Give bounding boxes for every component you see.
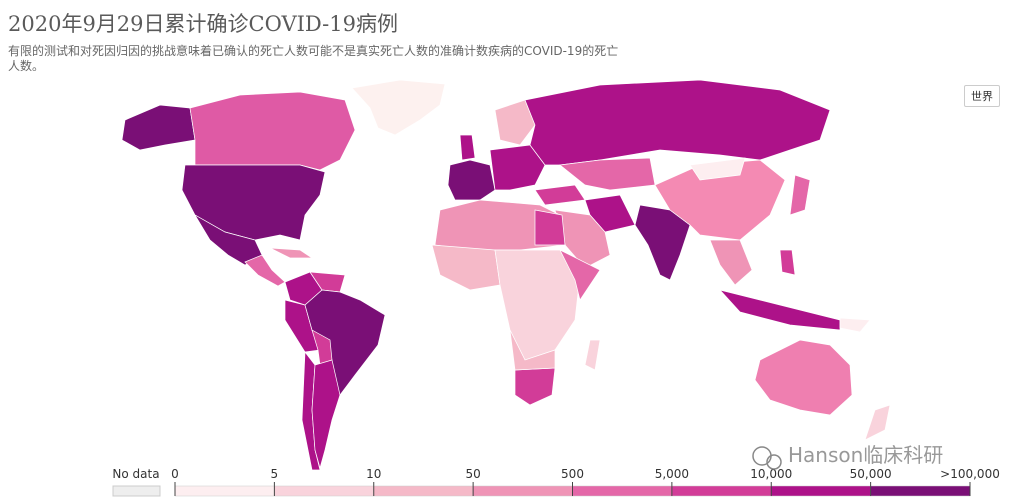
- no-data-swatch: [112, 485, 161, 497]
- philippines: [779, 249, 796, 276]
- legend-label: 50,000: [850, 467, 892, 481]
- canada: [189, 91, 356, 171]
- watermark-text: Hanson临床科研: [788, 443, 943, 467]
- subtitle: 有限的测试和对死因归因的挑战意味着已确认的死亡人数可能不是真实死亡人数的准确计数…: [8, 44, 619, 73]
- legend-swatch: [472, 485, 573, 497]
- usa: [181, 164, 326, 241]
- legend-label: 5: [271, 467, 279, 481]
- australia: [754, 339, 853, 416]
- greenland: [351, 79, 446, 136]
- madagascar: [584, 339, 601, 371]
- no-data-label: No data: [112, 467, 159, 481]
- wechat-icon: [752, 446, 772, 466]
- south-africa: [514, 367, 556, 406]
- watermark: Hanson临床科研: [752, 443, 943, 470]
- ethiopia: [559, 249, 601, 301]
- uk: [459, 134, 476, 161]
- japan: [789, 174, 811, 216]
- legend-label: 10,000: [750, 467, 792, 481]
- legend-label: 5,000: [655, 467, 689, 481]
- argentina: [311, 359, 341, 470]
- iran: [584, 194, 636, 233]
- wechat-icon: [766, 454, 782, 470]
- mongolia: [689, 157, 746, 181]
- legend-swatch: [572, 485, 673, 497]
- countries: [121, 79, 891, 471]
- scandinavia: [494, 99, 536, 146]
- southeast-asia: [709, 239, 753, 286]
- legend-label: 50: [465, 467, 480, 481]
- southern-africa: [509, 329, 556, 371]
- legend-swatch: [671, 485, 772, 497]
- legend-swatch: [771, 485, 871, 497]
- legend-label: 10: [366, 467, 381, 481]
- caribbean: [269, 247, 314, 259]
- legend-swatch: [274, 485, 374, 497]
- papua: [839, 317, 871, 333]
- legend-swatch: [870, 485, 971, 497]
- title: 2020年9月29日累计确诊COVID-19病例: [8, 12, 398, 36]
- legend-label: 0: [171, 467, 179, 481]
- new-zealand: [864, 404, 891, 441]
- russia: [524, 79, 831, 166]
- egypt: [534, 209, 566, 246]
- turkey: [534, 184, 586, 206]
- legend: No data 0 5 10 50 500 5,000 10,000 50,000 >100,0…: [112, 467, 1000, 497]
- legend-label: 500: [561, 467, 584, 481]
- legend-swatch: [174, 485, 275, 497]
- indonesia: [718, 289, 841, 331]
- legend-swatch: [373, 485, 474, 497]
- west-africa: [431, 244, 501, 291]
- legend-label: >100,000: [940, 467, 1000, 481]
- western-europe: [447, 159, 496, 201]
- alaska: [121, 104, 196, 151]
- region-button[interactable]: 世界: [964, 85, 1000, 107]
- central-africa: [494, 249, 581, 361]
- central-america: [244, 254, 286, 287]
